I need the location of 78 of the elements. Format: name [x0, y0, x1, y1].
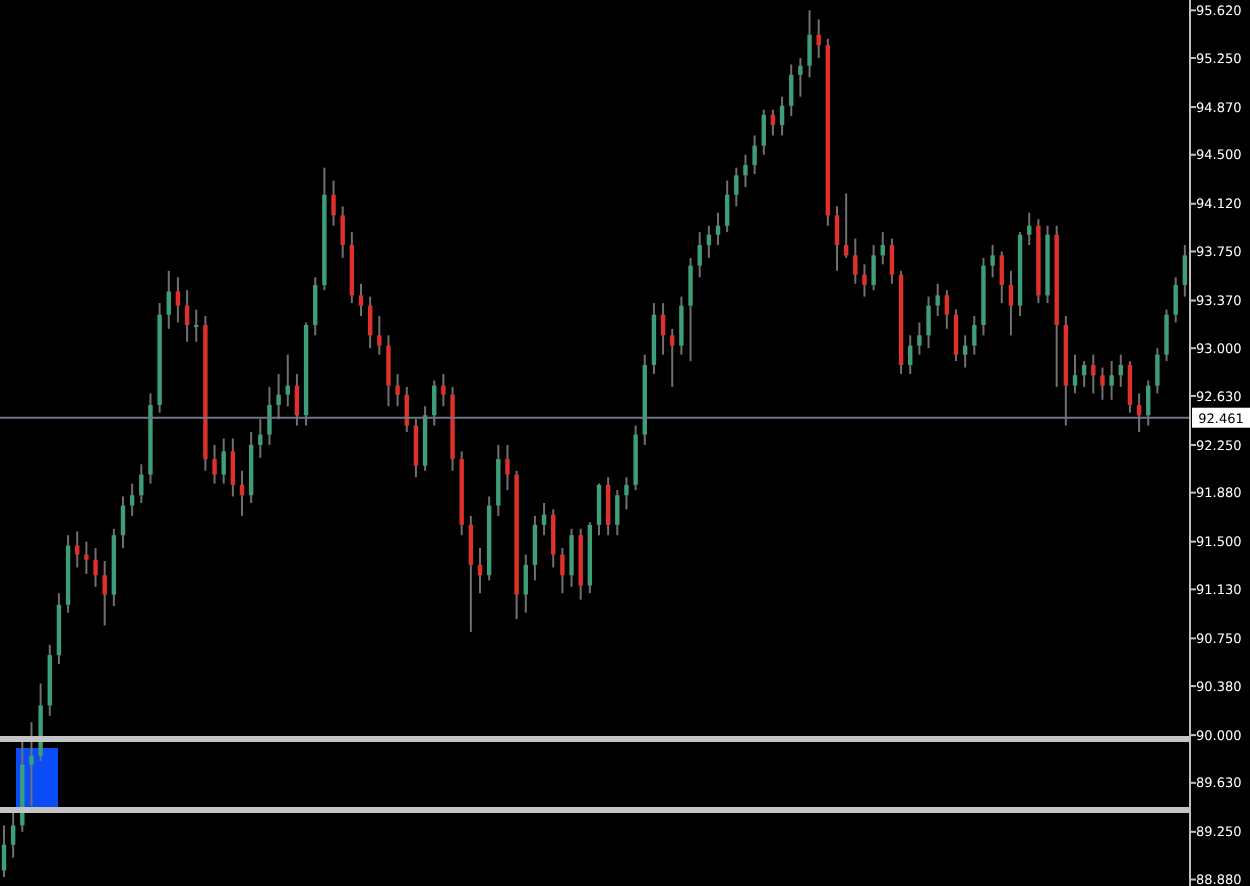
candlestick: [1027, 211, 1032, 247]
candlestick: [340, 205, 345, 259]
candlestick: [221, 437, 226, 485]
candlestick: [734, 166, 739, 208]
candlestick: [285, 353, 290, 408]
candlestick: [999, 250, 1004, 305]
candlestick: [532, 514, 538, 582]
candlestick: [413, 418, 419, 479]
candlestick: [523, 553, 528, 614]
candlestick: [93, 547, 98, 588]
candlestick: [29, 721, 34, 808]
candlestick: [139, 463, 144, 504]
candlestick: [1109, 360, 1114, 401]
candlestick: [496, 443, 501, 517]
candlestick: [871, 244, 876, 292]
candlestick: [258, 418, 263, 459]
candlestick: [972, 314, 977, 356]
candlestick: [505, 443, 510, 492]
candlestick: [697, 231, 702, 279]
candlestick: [551, 508, 556, 569]
candlestick: [962, 334, 968, 369]
candlestick: [386, 334, 391, 408]
candlestick: [331, 179, 336, 227]
candlestick: [10, 811, 16, 859]
candlestick: [789, 63, 794, 118]
candlestick: [377, 314, 382, 356]
candlestick: [313, 276, 318, 337]
candlestick: [75, 530, 80, 569]
candlestick: [743, 153, 748, 188]
candlestick: [230, 437, 236, 498]
candlestick: [212, 443, 217, 485]
candlestick: [1, 824, 7, 878]
candlestick: [862, 263, 867, 298]
candlestick: [358, 282, 364, 317]
candlestick: [1127, 360, 1133, 414]
candlestick: [688, 256, 693, 363]
candlestick: [395, 373, 400, 408]
candlestick: [468, 514, 474, 633]
candlestick: [944, 289, 950, 330]
candlestick: [267, 385, 272, 446]
candlestick: [1072, 353, 1078, 395]
candlestick: [752, 134, 757, 176]
candlestick: [1173, 276, 1178, 324]
candlestick: [953, 308, 959, 363]
candlestick: [807, 9, 812, 79]
candlestick: [853, 237, 858, 285]
candlestick: [935, 282, 940, 317]
candlestick: [761, 108, 766, 156]
candlestick: [596, 482, 602, 537]
candlestick: [715, 211, 721, 247]
candlestick: [889, 237, 895, 285]
candlestick: [276, 373, 281, 421]
candlestick: [670, 327, 675, 388]
candlestick: [605, 476, 611, 537]
candlestick: [84, 540, 89, 575]
candlestick: [816, 18, 821, 60]
candlestick: [990, 244, 995, 279]
candlestick: [926, 295, 931, 350]
candlestick: [1155, 347, 1160, 395]
candlestick: [724, 179, 730, 234]
candlestick: [441, 373, 446, 408]
candlestick: [560, 547, 565, 595]
candlestick: [1182, 244, 1188, 298]
candlestick: [1100, 366, 1105, 401]
candlestick: [569, 527, 574, 588]
candlestick: [679, 295, 684, 356]
candlestick: [624, 476, 629, 511]
candlestick: [1008, 269, 1014, 337]
candlestick: [1091, 353, 1096, 395]
candlestick: [615, 489, 620, 537]
candlestick: [102, 560, 107, 627]
candlestick: [1164, 308, 1169, 363]
candlestick: [129, 482, 135, 517]
candlestick: [175, 276, 181, 324]
candlestick: [166, 269, 171, 330]
candlestick: [834, 205, 840, 272]
candlestick: [798, 57, 803, 98]
candlestick: [917, 321, 922, 356]
